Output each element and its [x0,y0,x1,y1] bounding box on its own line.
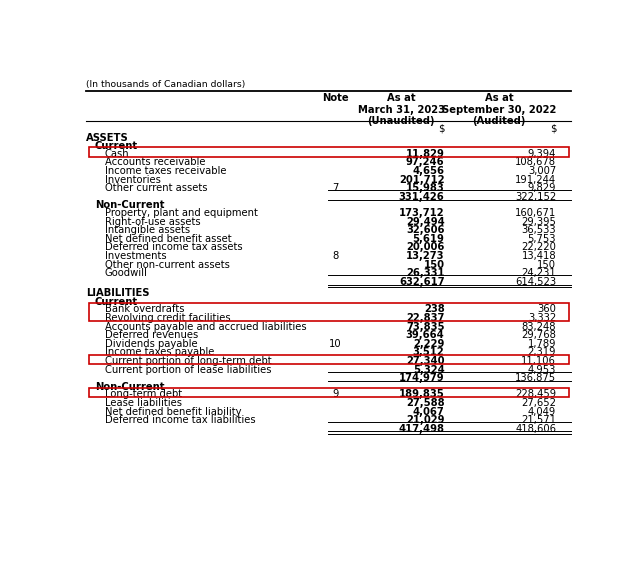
Text: 10: 10 [329,339,342,349]
Text: 2,229: 2,229 [413,339,445,349]
Text: 1,789: 1,789 [527,339,556,349]
Text: 73,835: 73,835 [406,321,445,332]
Text: 26,331: 26,331 [406,268,445,278]
Text: 29,395: 29,395 [522,217,556,226]
Text: 32,606: 32,606 [406,225,445,235]
Text: Accounts payable and accrued liabilities: Accounts payable and accrued liabilities [105,321,307,332]
Text: Revolving credit facilities: Revolving credit facilities [105,313,230,323]
Text: Non-Current: Non-Current [95,200,164,211]
Text: Intangible assets: Intangible assets [105,225,190,235]
Text: 173,712: 173,712 [399,208,445,218]
Text: 160,671: 160,671 [515,208,556,218]
Text: Inventories: Inventories [105,175,161,184]
Text: Income taxes payable: Income taxes payable [105,347,214,357]
Text: 418,606: 418,606 [515,424,556,434]
Text: 417,498: 417,498 [399,424,445,434]
Text: 189,835: 189,835 [399,389,445,399]
Text: Goodwill: Goodwill [105,268,148,278]
Text: 331,426: 331,426 [399,192,445,202]
Text: 174,979: 174,979 [399,373,445,383]
Text: Net defined benefit asset: Net defined benefit asset [105,234,232,244]
Text: 5,753: 5,753 [527,234,556,244]
Text: Current: Current [95,297,138,307]
Text: 97,246: 97,246 [406,157,445,168]
Text: 614,523: 614,523 [515,277,556,287]
Text: Current portion of lease liabilities: Current portion of lease liabilities [105,364,271,375]
Text: 150: 150 [424,260,445,269]
Text: 191,244: 191,244 [515,175,556,184]
Text: Note: Note [322,93,349,103]
Text: 632,617: 632,617 [399,277,445,287]
Text: 21,029: 21,029 [406,415,445,425]
Text: 360: 360 [538,304,556,314]
Text: 9: 9 [332,389,339,399]
Text: 24,231: 24,231 [522,268,556,278]
Text: Net defined benefit liability: Net defined benefit liability [105,407,241,417]
Text: 238: 238 [424,304,445,314]
Text: 29,494: 29,494 [406,217,445,226]
Text: 20,006: 20,006 [406,243,445,253]
Text: 7: 7 [332,183,339,193]
Text: Long-term debt: Long-term debt [105,389,182,399]
Text: 29,768: 29,768 [522,330,556,340]
Text: Deferred income tax assets: Deferred income tax assets [105,243,243,253]
Text: $: $ [438,123,445,133]
Text: 4,953: 4,953 [528,364,556,375]
Text: 15,983: 15,983 [406,183,445,193]
Text: 9,829: 9,829 [527,183,556,193]
Text: LIABILITIES: LIABILITIES [86,288,150,298]
Text: 39,664: 39,664 [406,330,445,340]
Text: Deferred revenues: Deferred revenues [105,330,198,340]
Text: As at
September 30, 2022
(Audited): As at September 30, 2022 (Audited) [442,93,556,126]
Text: 22,220: 22,220 [522,243,556,253]
Text: 4,049: 4,049 [528,407,556,417]
Text: 11,829: 11,829 [406,149,445,159]
Text: 136,875: 136,875 [515,373,556,383]
Text: Investments: Investments [105,251,166,261]
Text: 228,459: 228,459 [515,389,556,399]
Text: Dividends payable: Dividends payable [105,339,197,349]
Text: 13,418: 13,418 [522,251,556,261]
Text: 22,837: 22,837 [406,313,445,323]
Text: 8: 8 [332,251,339,261]
Text: 150: 150 [537,260,556,269]
Text: 21,571: 21,571 [521,415,556,425]
Text: 3,332: 3,332 [528,313,556,323]
Text: $: $ [550,123,556,133]
Text: 4,067: 4,067 [413,407,445,417]
Text: Property, plant and equipment: Property, plant and equipment [105,208,258,218]
Text: Bank overdrafts: Bank overdrafts [105,304,184,314]
Text: Cash: Cash [105,149,129,159]
Text: As at
March 31, 2023
(Unaudited): As at March 31, 2023 (Unaudited) [358,93,445,126]
Text: Other non-current assets: Other non-current assets [105,260,230,269]
Text: 4,656: 4,656 [413,166,445,176]
Text: 36,533: 36,533 [522,225,556,235]
Text: 3,007: 3,007 [528,166,556,176]
Text: 27,340: 27,340 [406,356,445,366]
Text: Current portion of long-term debt: Current portion of long-term debt [105,356,271,366]
Text: 13,273: 13,273 [406,251,445,261]
Text: Non-Current: Non-Current [95,382,164,392]
Text: 27,652: 27,652 [521,398,556,408]
Text: Current: Current [95,141,138,151]
Text: ASSETS: ASSETS [86,133,129,143]
Text: Right-of-use assets: Right-of-use assets [105,217,200,226]
Text: 3,512: 3,512 [413,347,445,357]
Text: 5,324: 5,324 [413,364,445,375]
Text: 27,588: 27,588 [406,398,445,408]
Text: Income taxes receivable: Income taxes receivable [105,166,227,176]
Text: Deferred income tax liabilities: Deferred income tax liabilities [105,415,255,425]
Text: 11,106: 11,106 [522,356,556,366]
Text: Other current assets: Other current assets [105,183,207,193]
Text: 201,712: 201,712 [399,175,445,184]
Text: 9,394: 9,394 [528,149,556,159]
Text: 83,248: 83,248 [522,321,556,332]
Text: (In thousands of Canadian dollars): (In thousands of Canadian dollars) [86,80,245,88]
Text: Lease liabilities: Lease liabilities [105,398,182,408]
Text: 108,678: 108,678 [515,157,556,168]
Text: 5,619: 5,619 [413,234,445,244]
Text: 322,152: 322,152 [515,192,556,202]
Text: 2,319: 2,319 [527,347,556,357]
Text: Accounts receivable: Accounts receivable [105,157,205,168]
